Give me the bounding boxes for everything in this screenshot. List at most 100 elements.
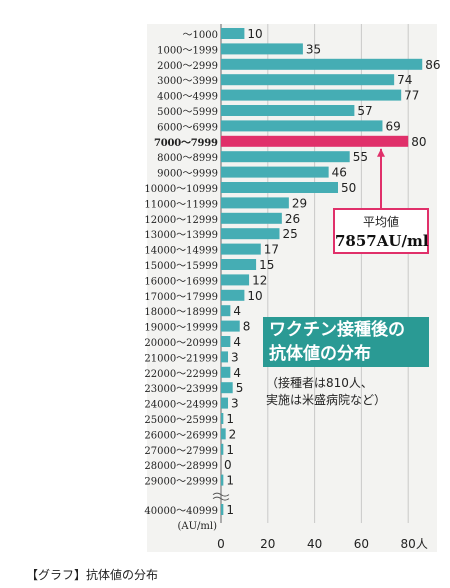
category-label: 1000～1999 <box>157 45 218 56</box>
axis-break-mark <box>212 492 230 497</box>
x-tick-label: 60 <box>354 537 369 551</box>
bar <box>221 351 229 363</box>
bar <box>221 366 231 378</box>
bar <box>221 89 402 101</box>
data-label: 35 <box>306 42 321 56</box>
bar <box>221 289 245 301</box>
category-label: 3000～3999 <box>157 76 218 87</box>
x-tick-label: 0 <box>217 537 225 551</box>
bar <box>221 182 338 193</box>
category-label: 18000～18999 <box>144 307 218 318</box>
category-label: 20000～20999 <box>144 338 218 349</box>
data-label: 15 <box>259 258 274 272</box>
data-label: 1 <box>226 503 234 517</box>
category-label: 19000～19999 <box>144 323 218 334</box>
data-label: 55 <box>353 150 368 164</box>
data-label: 4 <box>233 304 241 318</box>
data-label: 86 <box>425 58 440 72</box>
average-callout: 平均値 7857AU/ml <box>333 208 429 254</box>
bar <box>221 259 257 270</box>
chart-note-line2: 実施は米盛病院など） <box>266 393 387 407</box>
average-value: 7857AU/ml <box>335 232 429 250</box>
category-label: 26000～26999 <box>144 430 218 441</box>
x-tick-label: 40 <box>307 537 322 551</box>
bar <box>221 197 289 209</box>
bar <box>221 212 282 224</box>
data-label: 4 <box>233 335 241 349</box>
category-label: 15000～15999 <box>144 261 218 272</box>
bar <box>221 243 261 255</box>
data-label: 4 <box>233 366 241 380</box>
data-label: 5 <box>236 381 244 395</box>
category-label: 27000～27999 <box>144 446 218 457</box>
bar <box>221 397 229 409</box>
category-label: 16000～16999 <box>144 276 218 287</box>
category-label: 21000～21999 <box>144 353 218 364</box>
axis-break-mark <box>212 496 230 501</box>
data-label: 69 <box>385 119 400 133</box>
chart-title-line2: 抗体値の分布 <box>269 344 371 364</box>
category-label: ～1000 <box>183 30 218 41</box>
category-label: 10000～10999 <box>144 184 218 195</box>
bar <box>221 28 245 39</box>
bar <box>221 151 350 163</box>
bar <box>221 320 240 332</box>
bar <box>221 443 224 455</box>
category-label: 29000～29999 <box>144 477 218 488</box>
bar <box>221 382 233 394</box>
category-label: 40000～40999 <box>144 506 218 517</box>
chart-title-line1: ワクチン接種後の <box>269 320 405 340</box>
bar <box>221 336 231 347</box>
category-label: 17000～17999 <box>144 292 218 303</box>
bar <box>221 105 355 116</box>
data-label: 74 <box>397 73 412 87</box>
bar <box>221 228 280 240</box>
bar <box>221 135 409 147</box>
data-label: 8 <box>243 320 251 334</box>
x-tick-label: 80人 <box>401 537 428 551</box>
bar <box>221 305 231 317</box>
bar <box>221 428 226 440</box>
data-label: 1 <box>226 474 234 488</box>
data-label: 3 <box>231 397 239 411</box>
bar <box>221 413 224 424</box>
bar <box>221 58 423 70</box>
average-pointer-arrow <box>377 148 385 157</box>
data-label: 0 <box>224 458 232 472</box>
bar <box>221 474 224 486</box>
category-label: 6000～6999 <box>157 122 218 133</box>
data-label: 77 <box>404 89 419 103</box>
category-label: 2000～2999 <box>157 61 218 72</box>
figure-caption: 【グラフ】抗体値の分布 <box>26 568 159 582</box>
data-label: 1 <box>226 443 234 457</box>
y-unit-label: (AU/ml) <box>177 521 217 532</box>
average-label: 平均値 <box>362 215 399 229</box>
category-label: 13000～13999 <box>144 230 218 241</box>
data-label: 46 <box>332 166 347 180</box>
category-label: 5000～5999 <box>157 107 218 118</box>
data-label: 1 <box>226 412 234 426</box>
category-label: 7000～7999 <box>154 138 218 149</box>
data-label: 2 <box>229 427 237 441</box>
bar <box>221 120 383 132</box>
category-label: 11000～11999 <box>144 199 218 210</box>
data-label: 25 <box>283 227 298 241</box>
category-label: 28000～28999 <box>144 461 218 472</box>
category-label: 25000～25999 <box>144 415 218 426</box>
data-label: 3 <box>231 350 239 364</box>
x-tick-label: 20 <box>260 537 275 551</box>
bar <box>221 74 395 86</box>
chart-note-line1: （接種者は810人、 <box>266 376 373 390</box>
data-label: 29 <box>292 196 307 210</box>
category-label: 4000～4999 <box>157 92 218 103</box>
data-label: 26 <box>285 212 300 226</box>
category-label: 12000～12999 <box>144 215 218 226</box>
data-label: 80 <box>411 135 426 149</box>
data-label: 50 <box>341 181 356 195</box>
category-label: 22000～22999 <box>144 369 218 380</box>
data-label: 12 <box>252 273 267 287</box>
category-label: 23000～23999 <box>144 384 218 395</box>
category-label: 9000～9999 <box>157 169 218 180</box>
category-label: 24000～24999 <box>144 400 218 411</box>
